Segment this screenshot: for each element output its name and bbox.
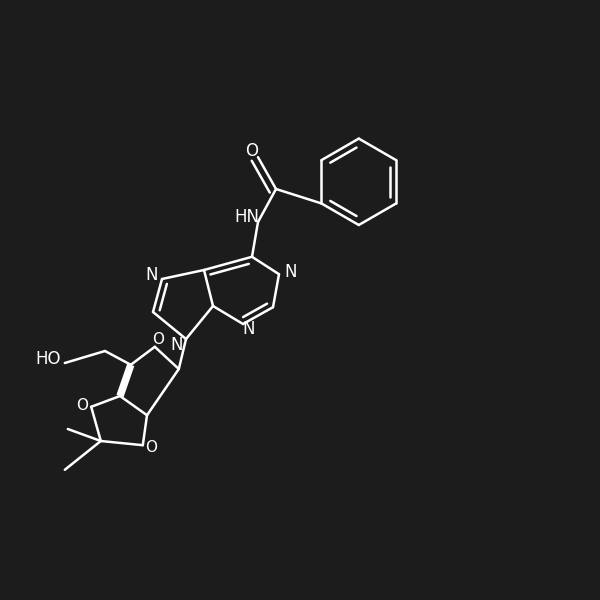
Text: N: N: [285, 263, 297, 281]
Text: N: N: [243, 320, 255, 338]
Text: HO: HO: [36, 350, 61, 368]
Text: N: N: [145, 266, 157, 284]
Text: O: O: [76, 398, 88, 413]
Text: HN: HN: [235, 208, 260, 226]
Text: O: O: [152, 332, 164, 347]
Text: O: O: [245, 142, 259, 160]
Text: N: N: [170, 336, 182, 354]
Text: O: O: [145, 439, 157, 455]
